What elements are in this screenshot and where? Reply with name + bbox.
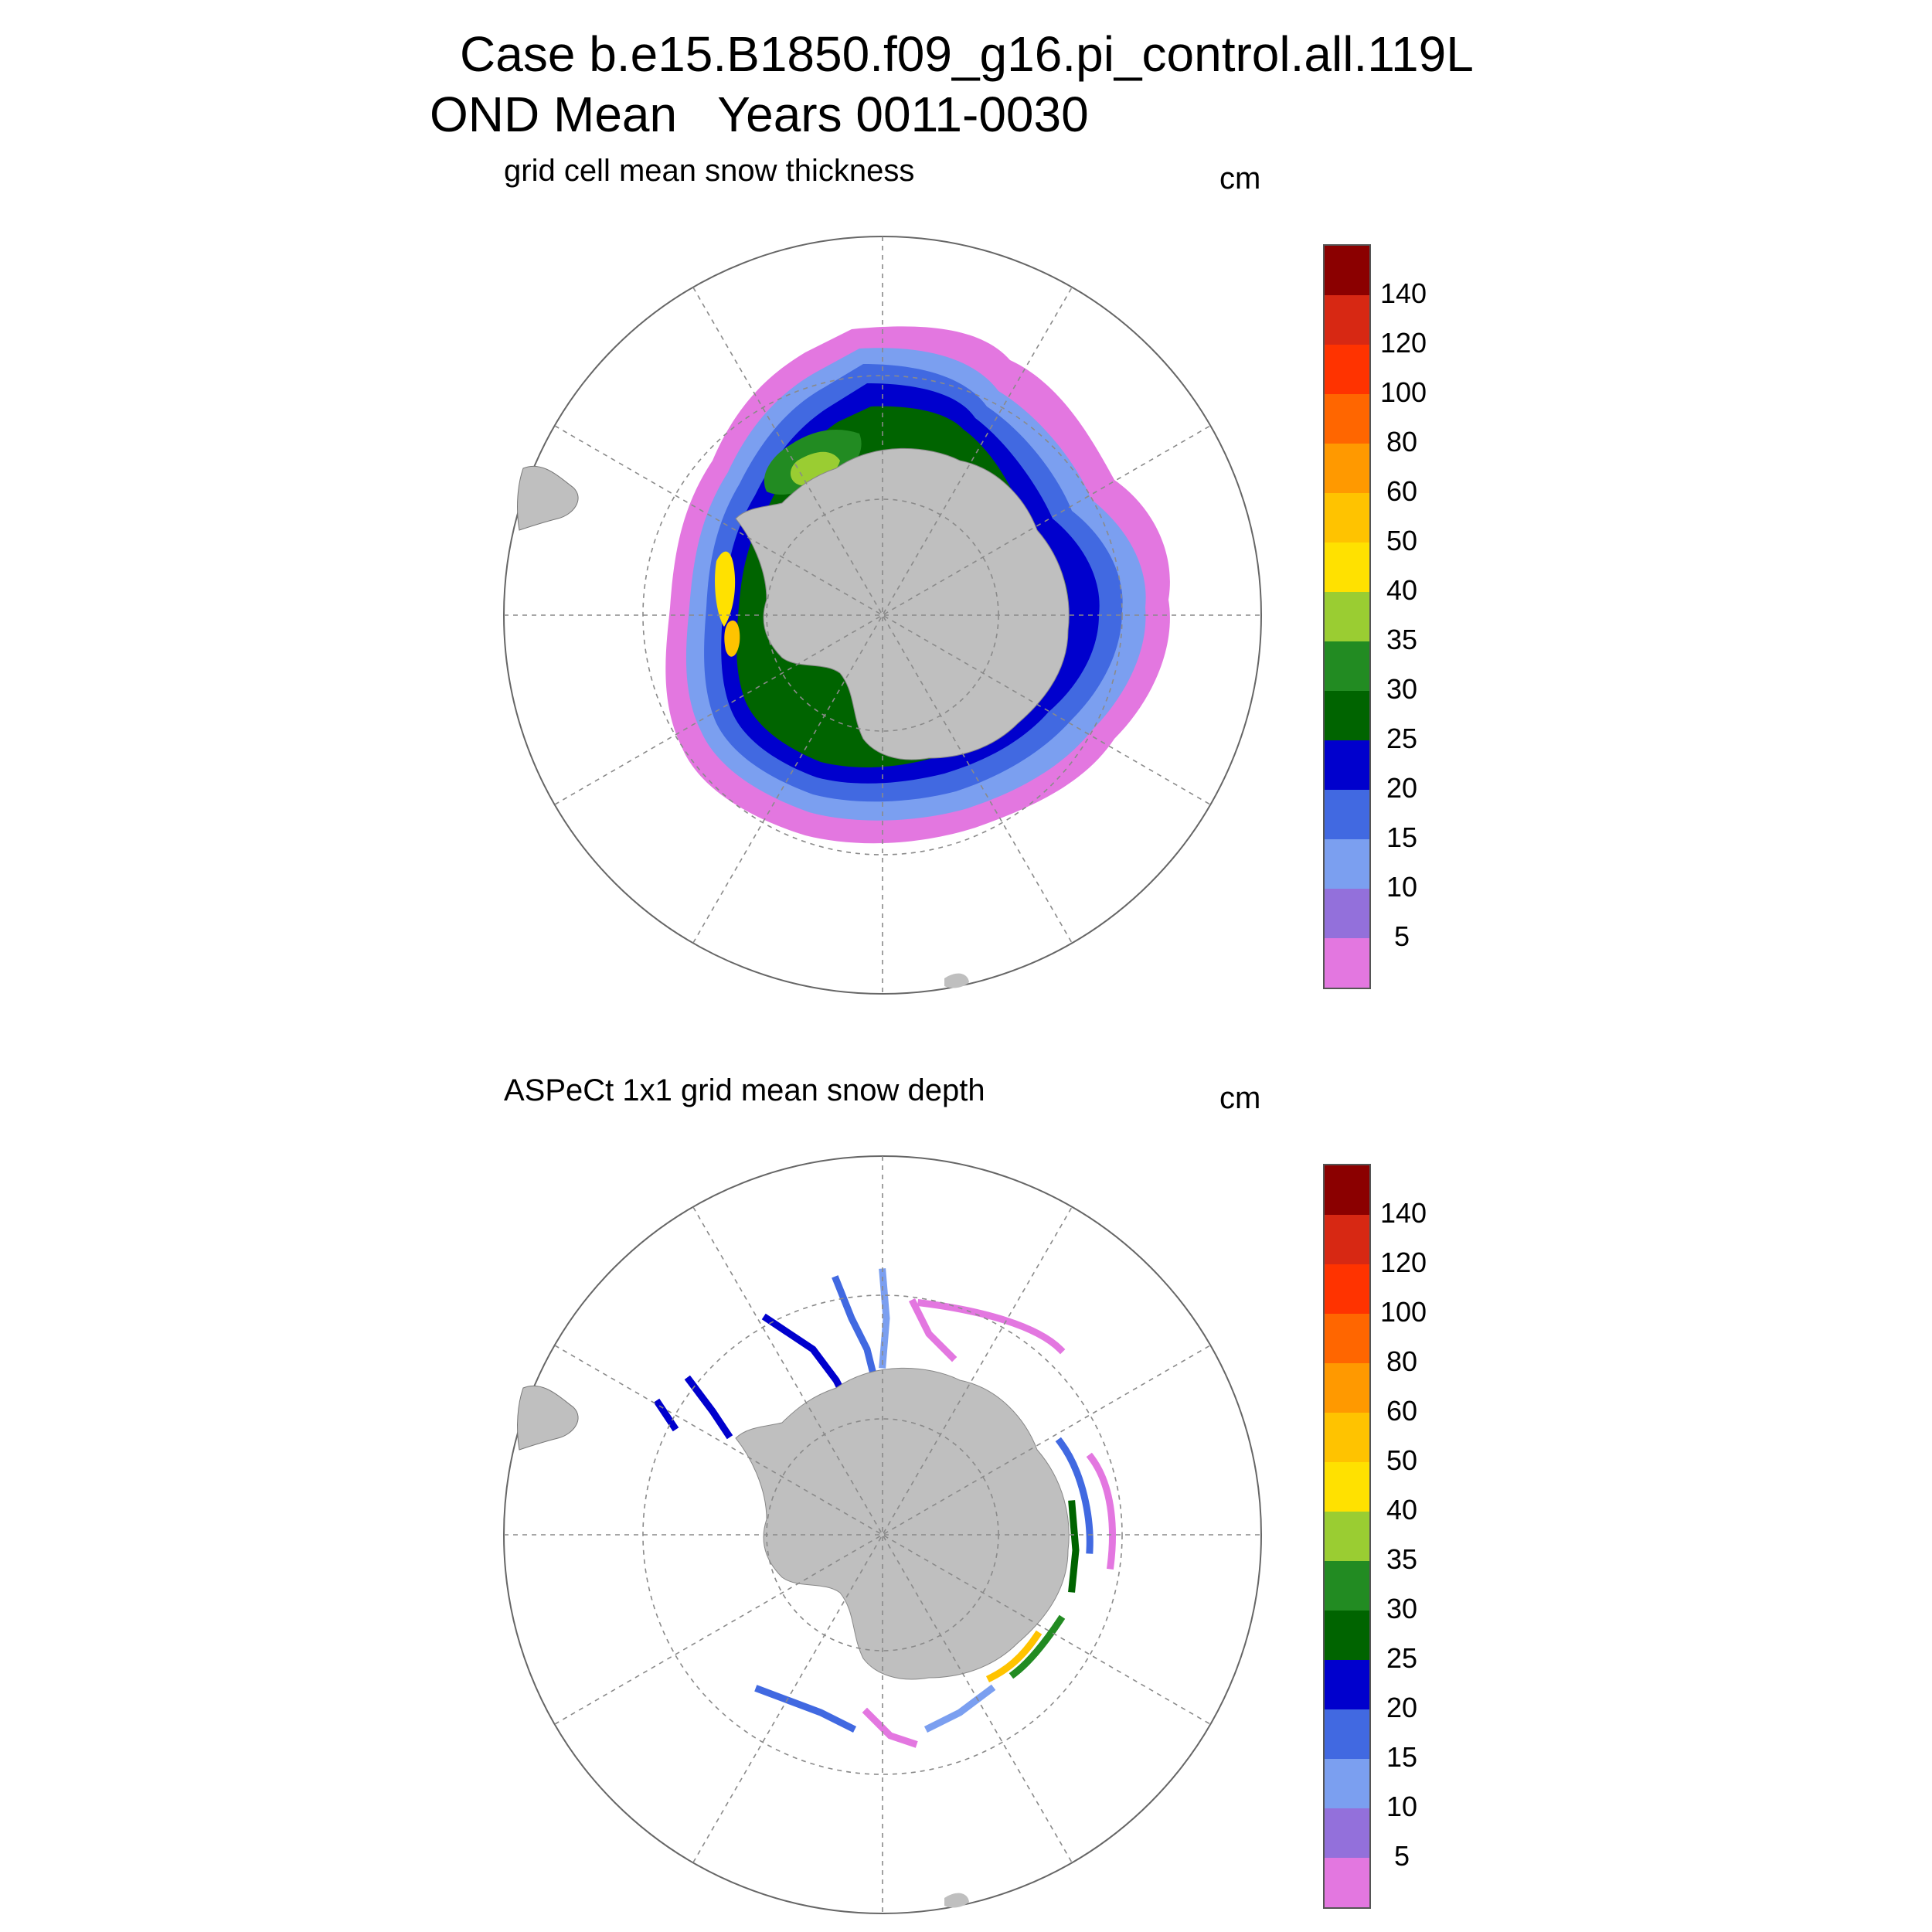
colorbar-swatch xyxy=(1325,1314,1369,1363)
colorbar-panel2 xyxy=(1323,1164,1371,1909)
colorbar-tick-label: 60 xyxy=(1386,475,1418,507)
colorbar-swatch xyxy=(1325,1808,1369,1858)
colorbar-swatch xyxy=(1325,1165,1369,1215)
panel1-title: grid cell mean snow thickness xyxy=(504,154,915,188)
colorbar-swatch xyxy=(1325,1660,1369,1709)
track-6 xyxy=(917,1298,1066,1355)
colorbar-tick-label: 30 xyxy=(1386,1593,1418,1624)
colorbar-tick-label: 120 xyxy=(1380,327,1427,359)
track-4 xyxy=(908,1298,957,1362)
track-12 xyxy=(754,1685,857,1733)
new-zealand-island xyxy=(944,973,969,988)
colorbar-swatch xyxy=(1325,691,1369,740)
colorbar-panel1 xyxy=(1323,244,1371,989)
colorbar-tick-label: 35 xyxy=(1386,1543,1418,1575)
colorbar-tick-label: 140 xyxy=(1380,1197,1427,1229)
new-zealand-island xyxy=(944,1893,969,1908)
colorbar-tick-label: 80 xyxy=(1386,1345,1418,1377)
colorbar-tick-label: 25 xyxy=(1386,723,1418,754)
colorbar-tick-label: 100 xyxy=(1380,376,1427,408)
colorbar-tick-label: 15 xyxy=(1386,1741,1418,1773)
colorbar-swatch xyxy=(1325,1413,1369,1462)
colorbar-tick-label: 50 xyxy=(1386,1444,1418,1476)
snow-band-yellow-2 xyxy=(724,620,740,657)
colorbar-swatch xyxy=(1325,1462,1369,1512)
colorbar-tick-label: 10 xyxy=(1386,1791,1418,1822)
south-america-tip xyxy=(517,465,579,531)
colorbar-swatch xyxy=(1325,641,1369,691)
colorbar-tick-label: 40 xyxy=(1386,574,1418,606)
colorbar-swatch xyxy=(1325,1561,1369,1611)
colorbar-tick-label: 20 xyxy=(1386,1692,1418,1723)
track-14 xyxy=(923,1684,996,1733)
graticule-panel2 xyxy=(504,1156,1261,1913)
colorbar-swatch xyxy=(1325,394,1369,444)
panel2-title: ASPeCt 1x1 grid mean snow depth xyxy=(504,1073,985,1107)
map-panel-2 xyxy=(503,1155,1262,1914)
colorbar-swatch xyxy=(1325,1215,1369,1264)
main-subtitle: OND Mean Years 0011-0030 xyxy=(430,87,1089,142)
colorbar-tick-label: 140 xyxy=(1380,277,1427,309)
colorbar-swatch xyxy=(1325,246,1369,295)
track-13 xyxy=(862,1707,918,1748)
snow-band-olive xyxy=(790,451,840,485)
colorbar-swatch xyxy=(1325,839,1369,889)
colorbar-tick-label: 60 xyxy=(1386,1395,1418,1427)
colorbar-swatch xyxy=(1325,1858,1369,1907)
colorbar-swatch xyxy=(1325,345,1369,394)
colorbar-tick-label: 30 xyxy=(1386,673,1418,705)
colorbar-tick-label: 20 xyxy=(1386,772,1418,804)
colorbar-swatch xyxy=(1325,790,1369,839)
track-3 xyxy=(879,1268,890,1369)
colorbar-tick-label: 100 xyxy=(1380,1296,1427,1328)
colorbar-tick-label: 80 xyxy=(1386,426,1418,457)
colorbar-swatch xyxy=(1325,1709,1369,1759)
colorbar-swatch xyxy=(1325,493,1369,543)
south-america-tip xyxy=(517,1385,579,1451)
colorbar-swatch xyxy=(1325,1264,1369,1314)
colorbar-tick-label: 15 xyxy=(1386,821,1418,853)
snow-observations-panel2 xyxy=(653,1268,1116,1748)
colorbar-tick-label: 10 xyxy=(1386,871,1418,903)
snow-band-yellow xyxy=(715,551,736,627)
colorbar-swatch xyxy=(1325,592,1369,641)
colorbar-swatch xyxy=(1325,1759,1369,1808)
track-10 xyxy=(1009,1614,1066,1679)
colorbar-swatch xyxy=(1325,295,1369,345)
colorbar-tick-label: 40 xyxy=(1386,1494,1418,1526)
track-8 xyxy=(1068,1500,1080,1593)
colorbar-swatch xyxy=(1325,1363,1369,1413)
colorbar-swatch xyxy=(1325,1611,1369,1660)
track-5 xyxy=(684,1375,733,1440)
main-title: Case b.e15.B1850.f09_g16.pi_control.all.… xyxy=(460,26,1474,82)
track-2 xyxy=(832,1275,879,1385)
track-9 xyxy=(1086,1452,1116,1570)
track-7 xyxy=(1055,1437,1094,1554)
panel2-units: cm xyxy=(1219,1081,1261,1115)
colorbar-tick-label: 50 xyxy=(1386,525,1418,556)
colorbar-tick-label: 25 xyxy=(1386,1642,1418,1674)
colorbar-tick-label: 35 xyxy=(1386,624,1418,655)
panel1-units: cm xyxy=(1219,162,1261,196)
track-11 xyxy=(985,1630,1043,1683)
colorbar-swatch xyxy=(1325,740,1369,790)
colorbar-swatch xyxy=(1325,1512,1369,1561)
map-panel-1 xyxy=(503,236,1262,995)
colorbar-swatch xyxy=(1325,889,1369,938)
graticule-panel1 xyxy=(504,236,1261,994)
colorbar-tick-label: 5 xyxy=(1394,1840,1410,1872)
colorbar-swatch xyxy=(1325,938,1369,988)
colorbar-swatch xyxy=(1325,543,1369,592)
colorbar-swatch xyxy=(1325,444,1369,493)
colorbar-tick-label: 5 xyxy=(1394,920,1410,952)
colorbar-tick-label: 120 xyxy=(1380,1247,1427,1278)
